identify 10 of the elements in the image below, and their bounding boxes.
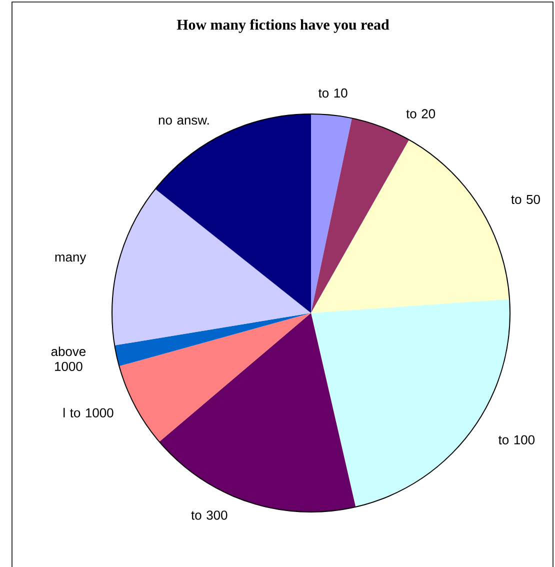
slice-label: above 1000 [51,346,86,372]
slice-label: no answ. [158,118,209,125]
slice-label: to 20 [406,109,436,118]
slice-label: to 50 [511,194,540,204]
slice-label: to 10 [318,88,348,98]
slice-label: many [55,254,86,264]
chart-title: How many fictions have you read [176,19,390,33]
slice-label: l to 1000 [64,408,114,418]
slice-label: to 300 [191,510,228,520]
slice-label: to 100 [498,435,535,444]
